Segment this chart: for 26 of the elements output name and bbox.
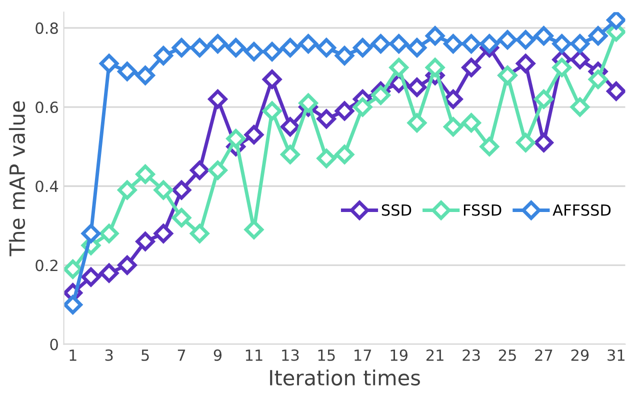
x-tick-label: 31 [608, 349, 624, 361]
legend-label: AFFSSD [552, 204, 611, 216]
x-tick-label: 15 [318, 350, 335, 361]
x-tick-label: 11 [246, 350, 262, 361]
x-tick-label: 19 [390, 349, 408, 361]
x-axis-title: Iteration times [270, 369, 420, 386]
x-tick-label: 25 [498, 349, 516, 361]
x-tick-label: 7 [178, 350, 186, 361]
y-tick-label: 0 [50, 338, 58, 350]
x-tick-label: 13 [282, 349, 299, 361]
y-tick-label: 0.2 [36, 260, 58, 272]
y-tick-label: 0.8 [36, 22, 58, 34]
x-tick-label: 5 [142, 350, 149, 361]
x-tick-label: 17 [354, 350, 372, 361]
legend-label: SSD [382, 204, 412, 216]
x-tick-label: 9 [214, 349, 222, 361]
legend-label: FSSD [464, 204, 502, 216]
y-tick-label: 0.4 [36, 180, 58, 192]
x-tick-label: 23 [462, 349, 480, 361]
x-tick-label: 27 [535, 349, 552, 361]
y-tick-label: 0.6 [36, 102, 58, 114]
x-tick-label: 1 [70, 350, 76, 361]
x-tick-label: 3 [105, 349, 113, 361]
x-tick-label: 29 [571, 349, 589, 361]
y-axis-title: The mAP value [8, 101, 26, 256]
x-tick-label: 21 [426, 349, 444, 361]
